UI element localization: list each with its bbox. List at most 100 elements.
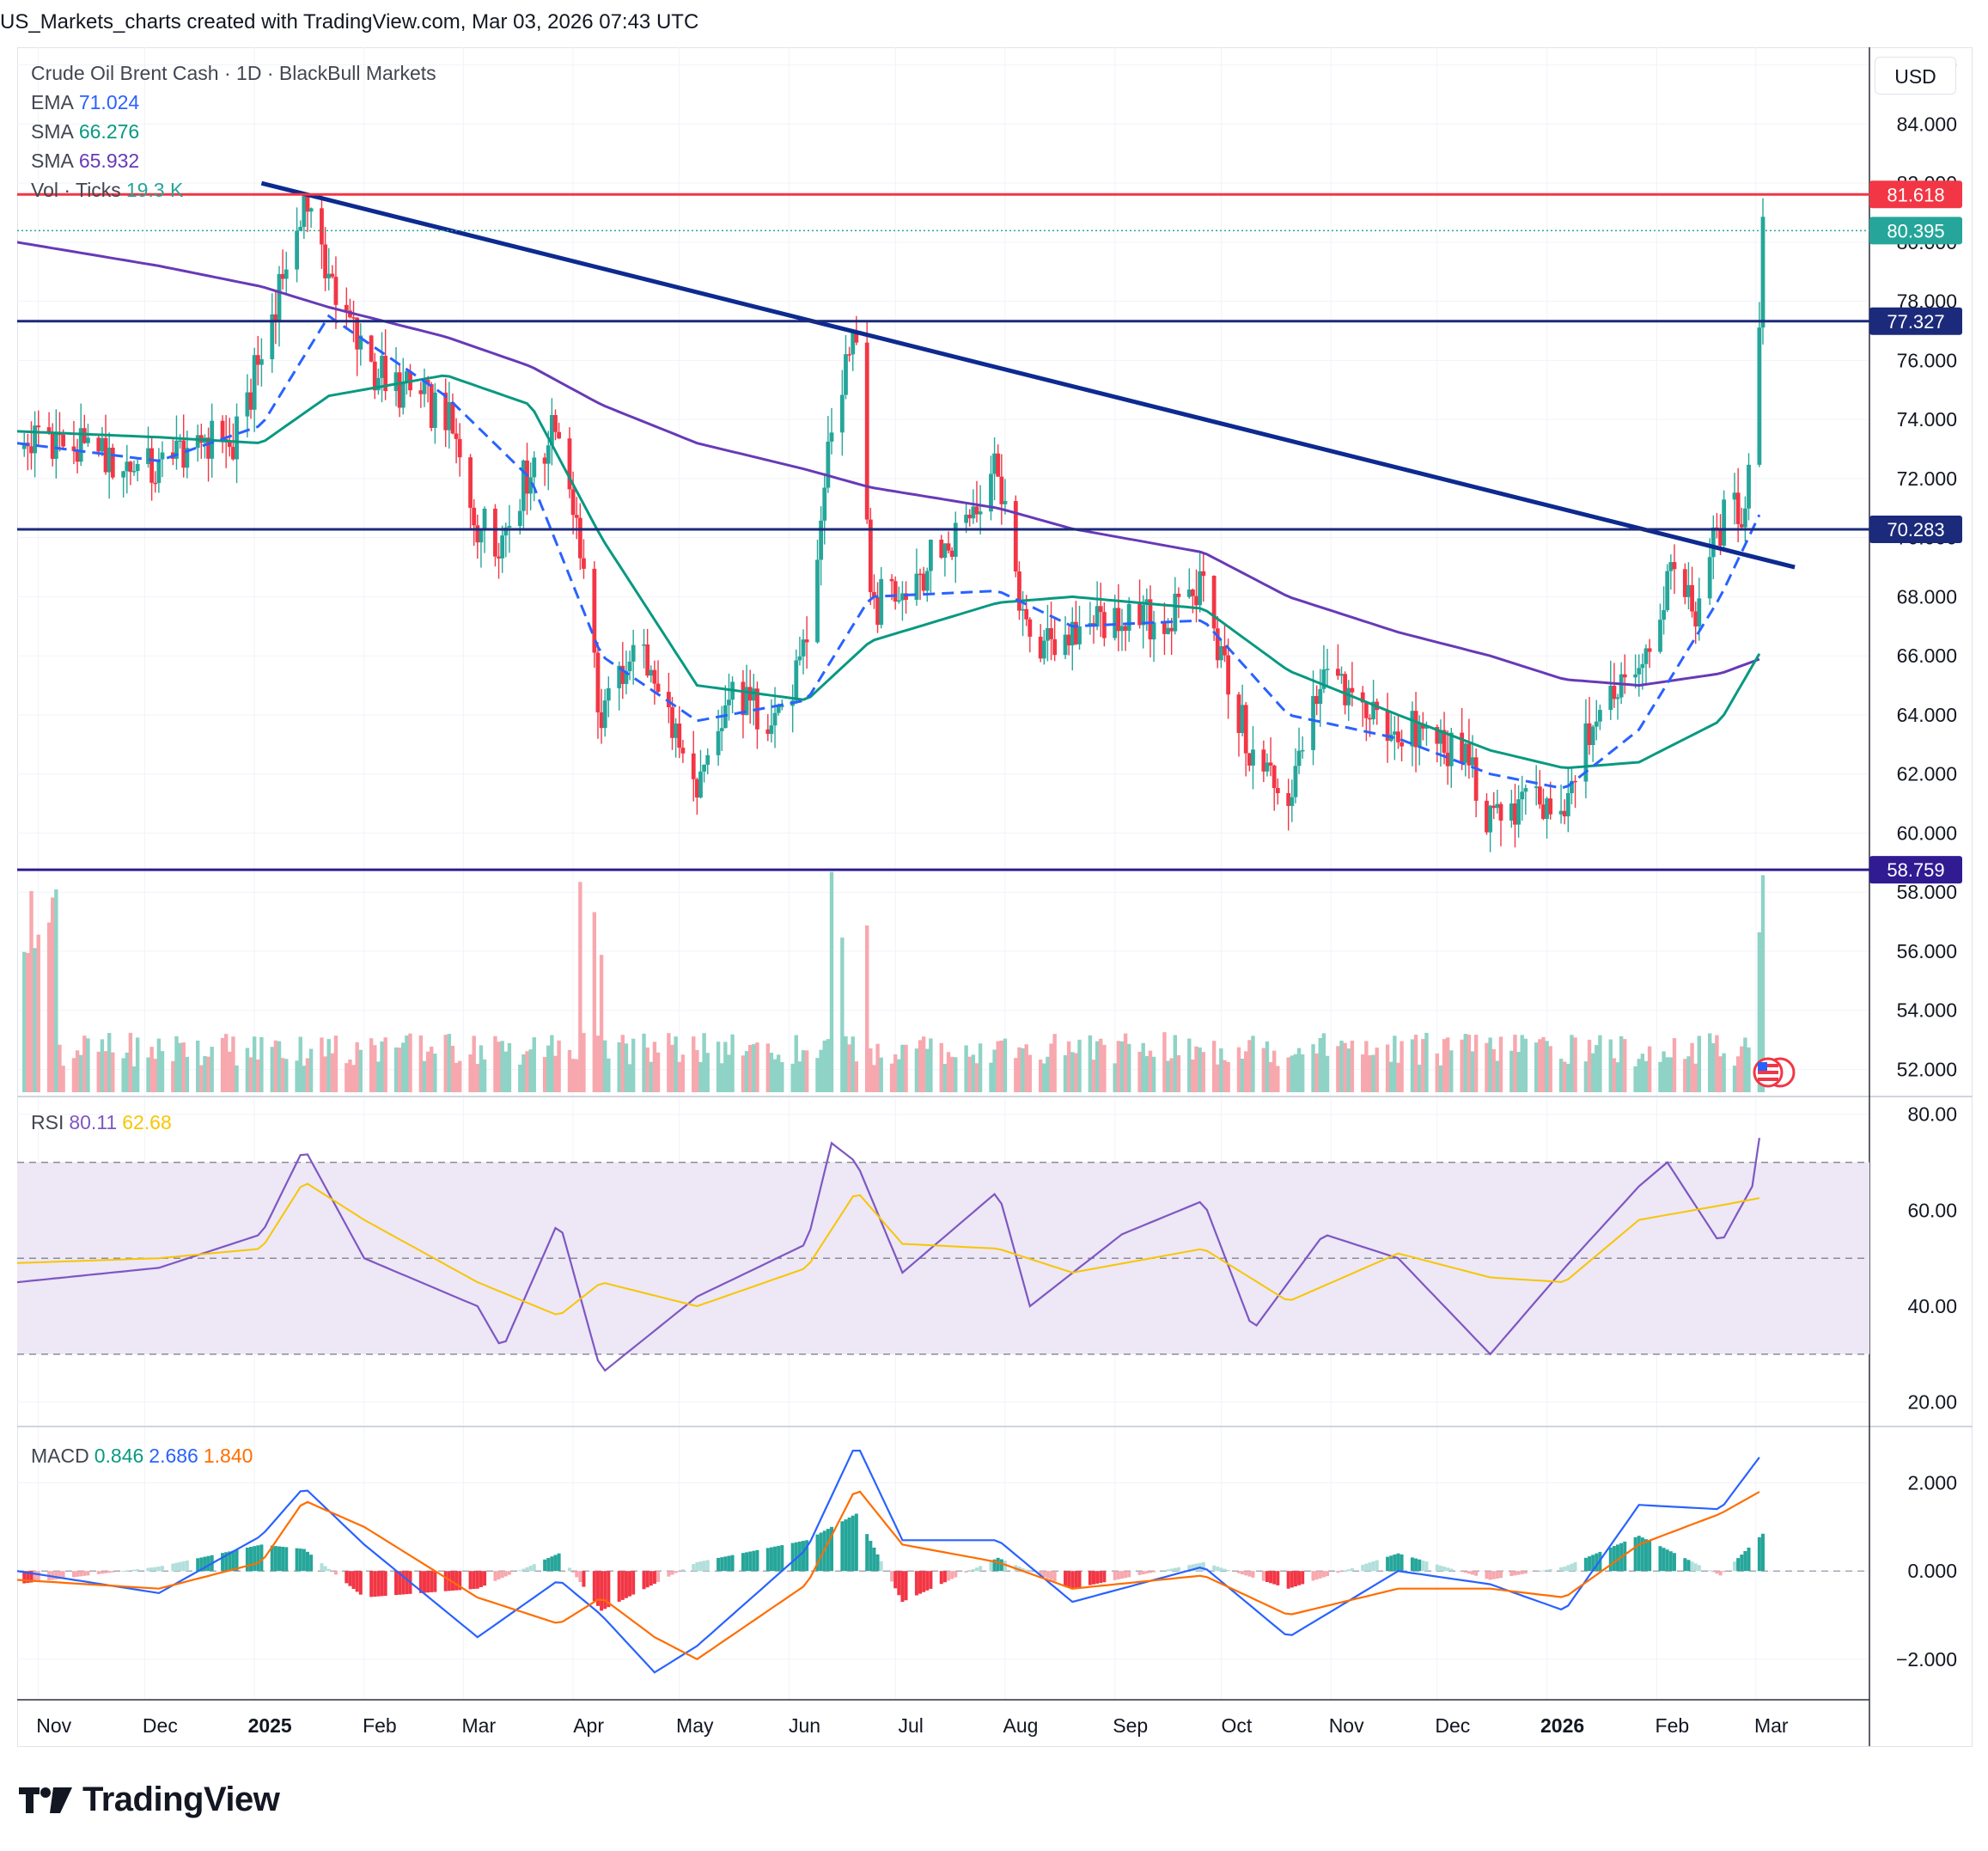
macd-histogram-bar <box>1326 1571 1330 1577</box>
candle-body <box>1173 593 1178 632</box>
volume-bar <box>86 1038 90 1092</box>
time-axis-tick: 2025 <box>248 1714 292 1737</box>
candle-body <box>1690 584 1694 612</box>
rsi-value: 80.11 <box>69 1111 118 1133</box>
volume-bar <box>1488 1037 1492 1092</box>
volume-bar <box>1707 1033 1712 1092</box>
us-flag-icon[interactable] <box>1749 1055 1797 1090</box>
volume-bar <box>1715 1035 1719 1092</box>
macd-histogram-bar <box>1588 1556 1592 1572</box>
volume-bar <box>1151 1056 1156 1092</box>
macd-histogram-bar <box>376 1571 381 1597</box>
candle-body <box>252 355 257 410</box>
macd-histogram-bar <box>51 1571 55 1580</box>
candle-body <box>1321 669 1326 689</box>
rsi-legend[interactable]: RSI 80.11 62.68 <box>31 1108 172 1137</box>
macd-histogram-bar <box>1293 1571 1297 1587</box>
macd-histogram-bar <box>1052 1571 1057 1582</box>
rsi-axis-tick: 20.00 <box>1907 1391 1957 1414</box>
volume-bar <box>493 1035 497 1092</box>
macd-histogram-bar <box>76 1571 80 1577</box>
volume-bar <box>942 1063 948 1092</box>
volume-bar <box>1251 1035 1255 1092</box>
macd-histogram-bar <box>33 1571 37 1583</box>
macd-histogram-bar <box>624 1571 628 1598</box>
time-axis-tick: Feb <box>363 1714 397 1737</box>
volume-bar <box>649 1061 653 1092</box>
candle-body <box>1070 621 1075 646</box>
volume-bar <box>582 1033 586 1092</box>
volume-bar <box>720 1063 724 1092</box>
candle-body <box>1194 596 1198 606</box>
volume-bar <box>1393 1035 1397 1092</box>
candle-body <box>1640 663 1645 669</box>
macd-histogram-bar <box>1715 1571 1719 1574</box>
candle-body <box>86 437 90 443</box>
candle-body <box>1240 705 1245 733</box>
volume-bar <box>1410 1039 1415 1092</box>
currency-selector[interactable]: USD <box>1875 57 1956 95</box>
macd-histogram-bar <box>617 1571 621 1602</box>
macd-histogram-bar <box>1548 1568 1552 1572</box>
candle-body <box>1658 620 1662 652</box>
volume-bar <box>528 1049 533 1092</box>
volume-bar <box>1095 1041 1100 1092</box>
candle-body <box>1485 800 1489 833</box>
candle-body <box>570 489 576 516</box>
macd-histogram-bar <box>790 1542 795 1572</box>
macd-histogram-bar <box>479 1571 483 1587</box>
macd-histogram-bar <box>295 1548 299 1572</box>
macd-histogram-bar <box>1633 1536 1637 1572</box>
candle-body <box>1339 674 1344 676</box>
macd-histogram-bar <box>999 1559 1003 1572</box>
macd-histogram-bar <box>1247 1571 1252 1577</box>
candle-body <box>1682 569 1687 597</box>
macd-histogram-bar <box>1693 1563 1698 1572</box>
volume-bar <box>1070 1052 1075 1092</box>
macd-histogram-bar <box>1418 1559 1422 1572</box>
volume-bar <box>1091 1060 1096 1092</box>
volume-legend[interactable]: Vol · Ticks 19.3 K <box>31 179 184 201</box>
price-level-label: 58.759 <box>1887 859 1944 881</box>
macd-histogram-bar <box>1290 1571 1294 1588</box>
macd-histogram-bar <box>730 1555 735 1572</box>
volume-bar <box>1590 1053 1595 1092</box>
macd-histogram-bar <box>578 1571 582 1583</box>
sma-slow-legend[interactable]: SMA 65.932 <box>31 150 140 172</box>
volume-bar <box>355 1042 359 1092</box>
candle-body <box>383 356 388 392</box>
candle-body <box>645 644 650 676</box>
volume-bar <box>1760 875 1765 1092</box>
macd-legend[interactable]: MACD 0.846 2.686 1.840 <box>31 1441 253 1470</box>
macd-histogram-bar <box>245 1547 249 1572</box>
candle-body <box>992 453 997 474</box>
symbol-title[interactable]: Crude Oil Brent Cash · 1D · BlackBull Ma… <box>31 62 436 84</box>
macd-histogram-bar <box>1389 1555 1393 1572</box>
volume-bar <box>345 1063 349 1092</box>
candle-body <box>131 471 137 473</box>
volume-bar <box>245 1048 250 1092</box>
volume-bar <box>546 1045 551 1092</box>
volume-bar <box>603 1040 607 1092</box>
macd-histogram-bar <box>1573 1561 1577 1572</box>
volume-bar <box>358 1049 363 1092</box>
macd-histogram-bar <box>1003 1561 1007 1572</box>
ema-legend[interactable]: EMA 71.024 <box>31 91 140 113</box>
volume-bar <box>1495 1060 1500 1092</box>
candle-body <box>851 331 856 355</box>
brand[interactable]: TradingView <box>19 1781 280 1819</box>
macd-histogram-bar <box>765 1548 770 1572</box>
volume-bar <box>1421 1039 1425 1092</box>
candle-body <box>918 573 923 576</box>
price-axis-tick: 84.000 <box>1897 113 1957 135</box>
macd-histogram-bar <box>1640 1537 1644 1572</box>
volume-bar <box>1516 1052 1521 1092</box>
volume-bar <box>1583 1061 1589 1092</box>
macd-histogram-bar <box>717 1557 721 1572</box>
sma-fast-legend[interactable]: SMA 66.276 <box>31 120 140 143</box>
volume-bar <box>999 1040 1004 1092</box>
volume-bar <box>851 1036 855 1092</box>
candle-body <box>1643 648 1649 664</box>
volume-bar <box>652 1042 657 1092</box>
